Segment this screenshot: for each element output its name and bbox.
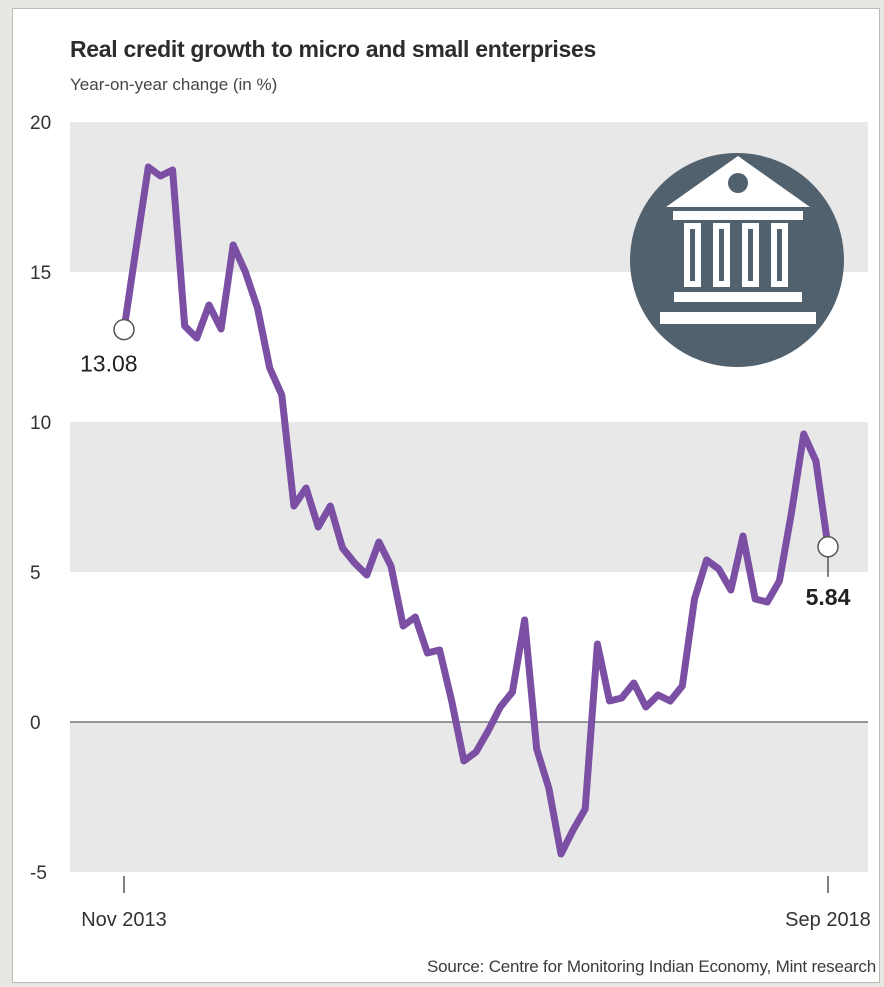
background-bands xyxy=(70,122,868,872)
chart-title: Real credit growth to micro and small en… xyxy=(70,36,596,62)
y-tick-label: 15 xyxy=(30,263,51,284)
y-tick-label: 0 xyxy=(30,713,41,734)
y-tick-label: 10 xyxy=(30,413,51,434)
y-axis-ticks: 20 15 10 5 0 -5 xyxy=(30,113,51,884)
grid-band-2 xyxy=(70,722,868,872)
x-tick-label: Nov 2013 xyxy=(81,909,167,931)
end-value-label: 5.84 xyxy=(806,584,851,610)
y-tick-label: -5 xyxy=(30,863,47,884)
chart-subtitle: Year-on-year change (in %) xyxy=(70,75,278,94)
start-marker xyxy=(113,318,135,341)
x-axis-ticks: Nov 2013 Sep 2018 xyxy=(81,876,871,931)
end-marker xyxy=(817,536,839,558)
series-line xyxy=(120,163,832,858)
start-value-label: 13.08 xyxy=(80,351,138,377)
grid-band-1 xyxy=(70,422,868,572)
x-tick-label: Sep 2018 xyxy=(785,909,871,931)
source-note: Source: Centre for Monitoring Indian Eco… xyxy=(427,957,876,976)
y-tick-label: 5 xyxy=(30,563,41,584)
bank-icon xyxy=(630,153,844,367)
y-tick-label: 20 xyxy=(30,113,51,134)
